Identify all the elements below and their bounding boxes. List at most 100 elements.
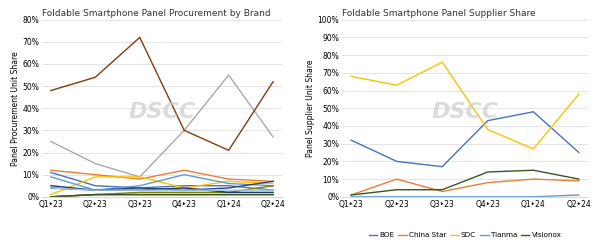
White Box [136,189,143,192]
Google [47,171,55,174]
Samsung [92,76,99,79]
Tecno [136,193,143,196]
Huawei [181,129,188,132]
Oppo [225,186,232,189]
Oppo [181,189,188,192]
China Star [439,190,446,193]
SDC [484,128,491,131]
Tecno [92,193,99,196]
Tianma [575,194,583,197]
Legend: BOE, China Star, SDC, Tianma, Visionox: BOE, China Star, SDC, Tianma, Visionox [368,232,562,238]
ZTE [269,193,277,196]
Tianma [484,195,491,198]
Vivo [136,191,143,194]
ZTE [136,193,143,196]
OnePlus [269,184,277,187]
ZTE [225,193,232,196]
Line: Tecno: Tecno [51,195,273,197]
Vivo [47,195,55,198]
White Box [269,189,277,192]
Line: Xiaomi: Xiaomi [51,186,273,192]
Line: Visionox: Visionox [351,170,579,195]
Line: Vivo: Vivo [51,186,273,197]
Text: Foldable Smartphone Panel Supplier Share: Foldable Smartphone Panel Supplier Share [342,9,536,17]
ZTE [92,193,99,196]
Honor [181,169,188,172]
Vivo [181,191,188,194]
Vivo [269,184,277,187]
BOE [439,165,446,168]
Xiaomi [92,189,99,192]
Visionox [575,178,583,181]
Line: SDC: SDC [351,62,579,149]
BOE [484,119,491,122]
BOE [347,139,355,142]
Huawei [136,175,143,178]
Xiaomi [181,186,188,189]
BOE [575,151,583,154]
SDC [347,75,355,78]
Line: Honor: Honor [51,170,273,181]
OnePlus [225,182,232,185]
Text: DSCC: DSCC [128,102,196,122]
Tianma [347,195,355,198]
Tianma [439,195,446,198]
China Star [393,178,400,181]
Xiaomi [269,191,277,194]
Samsung [225,149,232,152]
Xiaomi [136,189,143,192]
Oppo [92,189,99,192]
Line: OnePlus: OnePlus [51,175,273,190]
White Box [47,186,55,189]
Text: DSCC: DSCC [431,102,499,122]
Y-axis label: Panel Procurement Unit Share: Panel Procurement Unit Share [11,51,20,166]
Honor [269,180,277,183]
Tecno [225,193,232,196]
Tecno [181,193,188,196]
OnePlus [136,184,143,187]
ZTE [47,195,55,198]
Tecno [269,193,277,196]
SDC [439,61,446,64]
Motorola [269,182,277,185]
Line: Tianma: Tianma [351,195,579,197]
Line: China Star: China Star [351,179,579,195]
Honor [92,173,99,176]
Huawei [225,74,232,77]
Oppo [269,180,277,183]
Oppo [47,186,55,189]
OnePlus [181,173,188,176]
Google [181,184,188,187]
Google [92,184,99,187]
Samsung [136,36,143,39]
China Star [575,179,583,182]
Visionox [484,170,491,173]
Visionox [393,188,400,191]
OnePlus [92,189,99,192]
SDC [575,92,583,95]
Line: BOE: BOE [351,112,579,167]
Line: Oppo: Oppo [51,181,273,190]
OnePlus [47,175,55,178]
Motorola [181,186,188,189]
SDC [530,148,537,151]
Motorola [47,193,55,196]
Visionox [530,169,537,172]
Honor [47,169,55,172]
SDC [393,84,400,87]
Vivo [92,193,99,196]
Line: ZTE: ZTE [51,195,273,197]
Visionox [439,188,446,191]
Motorola [92,175,99,178]
Text: Foldable Smartphone Panel Procurement by Brand: Foldable Smartphone Panel Procurement by… [42,9,271,17]
China Star [530,178,537,181]
Tecno [47,195,55,198]
Samsung [181,129,188,132]
Line: Google: Google [51,172,273,190]
Tianma [393,195,400,198]
Google [269,189,277,192]
White Box [225,189,232,192]
Xiaomi [225,191,232,194]
Samsung [47,89,55,92]
Oppo [136,186,143,189]
